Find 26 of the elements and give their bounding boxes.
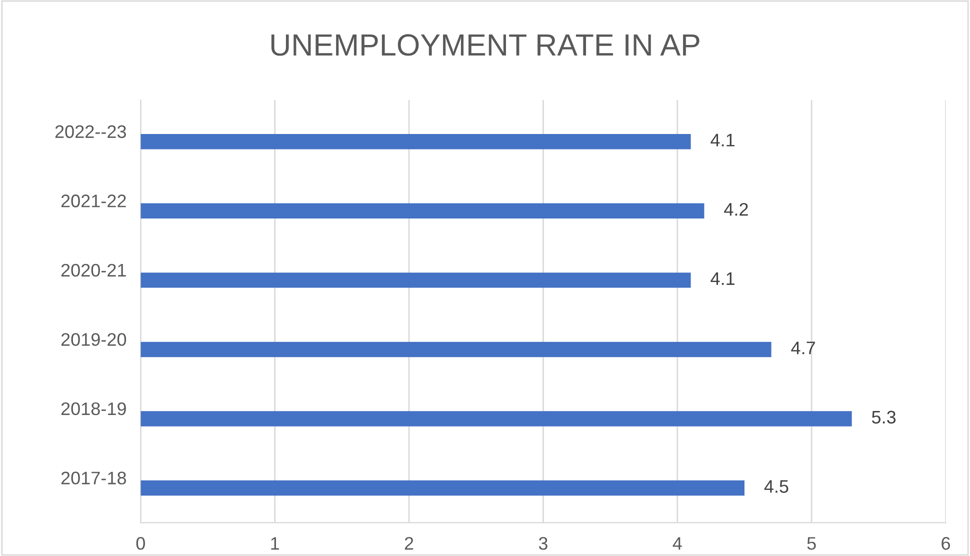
x-tick-label: 3 [538, 537, 548, 550]
x-tick-label: 6 [942, 537, 950, 550]
x-tick-label: 4 [672, 537, 682, 550]
bar [140, 134, 691, 150]
x-tick-label: 2 [404, 537, 414, 550]
data-label: 4.1 [710, 134, 734, 146]
x-tick-label: 5 [807, 537, 816, 550]
x-tick-label: 1 [271, 537, 279, 550]
data-label: 4.2 [724, 202, 748, 216]
bar [140, 411, 852, 426]
bar [140, 342, 772, 358]
data-label: 4.5 [764, 480, 788, 493]
chart-title: UNEMPLOYMENT RATE IN AP [271, 34, 700, 56]
y-tick-label: 2019-20 [61, 333, 126, 346]
bar [140, 203, 704, 219]
y-tick-label: 2017-18 [61, 472, 126, 484]
y-tick-label: 2022--23 [55, 125, 126, 138]
y-tick-label: 2021-22 [61, 194, 126, 208]
x-tick-label: 0 [136, 537, 145, 550]
data-label: 4.1 [710, 272, 734, 285]
bar [140, 272, 691, 288]
bar [140, 480, 744, 496]
y-tick-label: 2018-19 [61, 402, 126, 416]
data-label: 5.3 [872, 410, 896, 424]
y-tick-label: 2020-21 [61, 264, 126, 277]
data-label: 4.7 [791, 342, 815, 354]
